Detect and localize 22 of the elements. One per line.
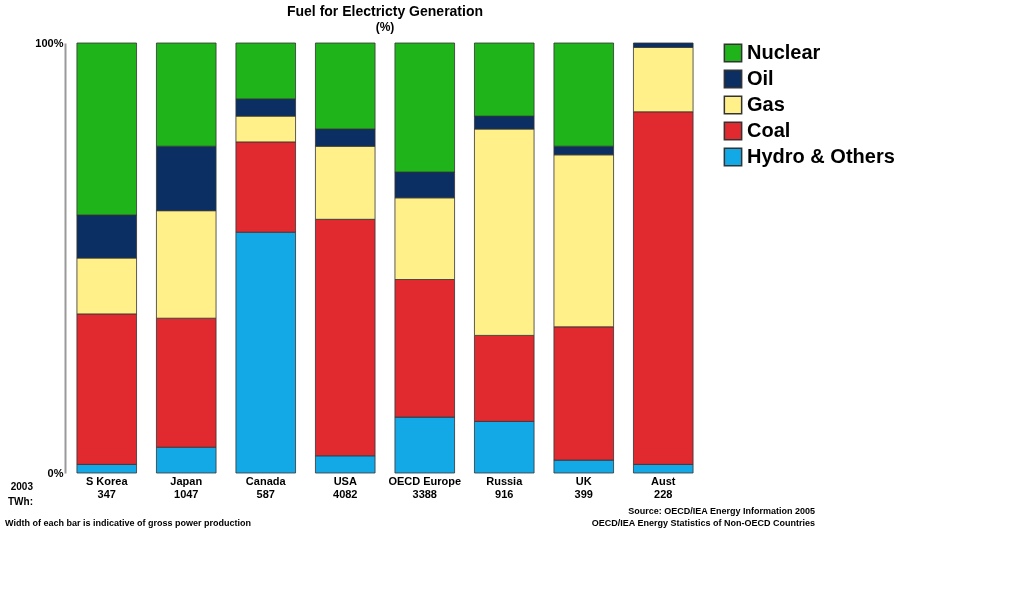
x-tick-label: USA 4082 xyxy=(333,474,358,500)
x-tick-label: Aust 228 xyxy=(651,474,676,500)
x-tick-label: OECD Europe 3388 xyxy=(388,474,462,500)
x-tick-label: Japan 1047 xyxy=(170,474,203,500)
text: TWh: xyxy=(8,496,33,507)
y-tick-label: 0% xyxy=(47,466,64,479)
chart-title: Fuel for Electricty Generation xyxy=(286,3,484,19)
y-tick-label: 100% xyxy=(35,36,64,49)
source-note: Source: OECD/IEA Energy Information 2005 xyxy=(628,506,815,516)
legend-label: Nuclear xyxy=(747,41,821,63)
x-tick-label: Canada 587 xyxy=(245,474,287,500)
chart-subtitle: (%) xyxy=(375,20,395,34)
x-tick-label: Russia 916 xyxy=(486,474,524,500)
text: 2003 xyxy=(10,481,34,492)
legend-label: Oil xyxy=(747,67,774,89)
text: Width of each bar is indicative of gross power production xyxy=(5,518,251,528)
x-tick-label: S Korea 347 xyxy=(85,474,129,500)
legend-label: Gas xyxy=(747,93,785,115)
x-tick-label: UK 399 xyxy=(574,474,593,500)
legend-label: Coal xyxy=(747,119,791,141)
text: OECD/IEA Energy Statistics of Non-OECD Countries xyxy=(591,518,815,528)
legend-label: Hydro & Others xyxy=(747,145,895,167)
